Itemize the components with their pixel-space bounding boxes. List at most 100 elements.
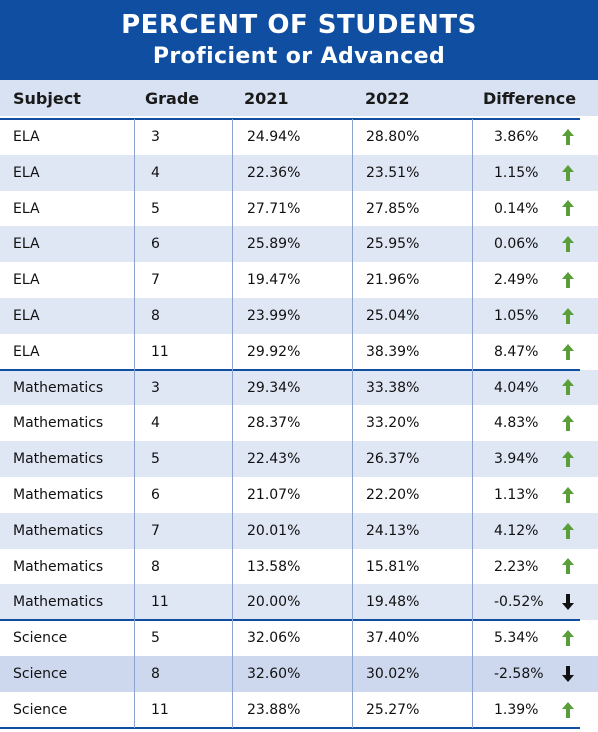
cell-subject: Mathematics (13, 379, 104, 396)
cell-subject: Mathematics (13, 487, 104, 503)
cell-2022: 25.04% (366, 308, 420, 324)
down-arrow-icon (562, 656, 576, 692)
cell-difference: 1.13% (494, 487, 539, 503)
cell-2021: 27.71% (247, 200, 301, 217)
table-row: Mathematics 8 13.58% 15.81% 2.23% (0, 549, 598, 585)
up-arrow-icon (562, 405, 576, 441)
cell-grade: 4 (151, 164, 160, 181)
cell-2022: 37.40% (366, 630, 420, 647)
cell-2021: 23.99% (247, 308, 301, 324)
cell-grade: 8 (151, 558, 160, 575)
cell-difference: 5.34% (494, 630, 539, 647)
cell-grade: 5 (151, 200, 160, 217)
cell-subject: Mathematics (13, 594, 104, 611)
cell-2021: 19.47% (247, 272, 301, 289)
table-row: ELA 6 25.89% 25.95% 0.06% (0, 226, 598, 263)
cell-subject: ELA (13, 236, 40, 253)
table-row: ELA 7 19.47% 21.96% 2.49% (0, 262, 598, 298)
up-arrow-icon (562, 441, 576, 477)
title-banner: PERCENT OF STUDENTS Proficient or Advanc… (0, 0, 598, 80)
up-arrow-icon (562, 549, 576, 585)
cell-grade: 4 (151, 415, 160, 432)
cell-difference: 1.05% (494, 308, 539, 324)
cell-grade: 7 (151, 272, 160, 289)
cell-2021: 20.00% (247, 594, 301, 611)
section-divider (0, 726, 580, 729)
cell-subject: ELA (13, 164, 40, 181)
up-arrow-icon (562, 334, 576, 370)
cell-subject: Mathematics (13, 451, 104, 468)
cell-2022: 21.96% (366, 272, 420, 289)
table-header: Subject Grade 2021 2022 Difference (0, 80, 598, 116)
column-divider (472, 119, 473, 728)
cell-2022: 22.20% (366, 487, 420, 503)
cell-2022: 33.38% (366, 379, 420, 396)
title-line-2: Proficient or Advanced (152, 44, 446, 69)
cell-2021: 25.89% (247, 236, 301, 253)
cell-subject: ELA (13, 129, 40, 145)
cell-difference: 0.06% (494, 236, 539, 253)
table-row: Mathematics 3 29.34% 33.38% 4.04% (0, 369, 598, 406)
cell-2022: 27.85% (366, 200, 420, 217)
column-header-grade: Grade (145, 89, 200, 108)
cell-grade: 11 (151, 343, 169, 360)
cell-2022: 26.37% (366, 451, 420, 468)
up-arrow-icon (562, 370, 576, 406)
cell-grade: 11 (151, 701, 169, 718)
cell-subject: ELA (13, 308, 40, 324)
column-divider (352, 119, 353, 728)
up-arrow-icon (562, 119, 576, 155)
cell-2022: 19.48% (366, 594, 420, 611)
cell-subject: Science (13, 701, 68, 718)
up-arrow-icon (562, 191, 576, 227)
cell-2021: 29.34% (247, 379, 301, 396)
up-arrow-icon (562, 620, 576, 656)
cell-2022: 23.51% (366, 164, 420, 181)
cell-grade: 8 (151, 308, 160, 324)
title-line-1: PERCENT OF STUDENTS (121, 10, 477, 40)
cell-2022: 33.20% (366, 415, 420, 432)
cell-difference: 1.15% (494, 164, 539, 181)
table-row: Mathematics 6 21.07% 22.20% 1.13% (0, 477, 598, 513)
column-header-2021: 2021 (244, 89, 289, 108)
cell-grade: 7 (151, 522, 160, 539)
cell-2022: 24.13% (366, 522, 420, 539)
cell-subject: Science (13, 630, 68, 647)
cell-subject: Science (13, 666, 68, 682)
cell-difference: 4.83% (494, 415, 539, 432)
table-row: ELA 3 24.94% 28.80% 3.86% (0, 119, 598, 155)
cell-2021: 21.07% (247, 487, 301, 503)
cell-difference: 2.23% (494, 558, 539, 575)
table-row: Science 11 23.88% 25.27% 1.39% (0, 692, 598, 728)
cell-grade: 5 (151, 630, 160, 647)
up-arrow-icon (562, 226, 576, 262)
table-row: Mathematics 7 20.01% 24.13% 4.12% (0, 512, 598, 549)
cell-2021: 28.37% (247, 415, 301, 432)
cell-subject: ELA (13, 200, 40, 217)
cell-difference: 1.39% (494, 701, 539, 718)
cell-2021: 29.92% (247, 343, 301, 360)
cell-2021: 20.01% (247, 522, 301, 539)
up-arrow-icon (562, 155, 576, 191)
up-arrow-icon (562, 692, 576, 728)
cell-2022: 25.95% (366, 236, 420, 253)
column-header-difference: Difference (483, 89, 577, 108)
column-divider (232, 119, 233, 728)
cell-difference: 4.12% (494, 522, 539, 539)
cell-2021: 23.88% (247, 701, 301, 718)
cell-subject: Mathematics (13, 415, 104, 432)
cell-2022: 15.81% (366, 558, 420, 575)
cell-2022: 28.80% (366, 129, 420, 145)
up-arrow-icon (562, 477, 576, 513)
cell-2022: 30.02% (366, 666, 420, 682)
cell-2021: 22.43% (247, 451, 301, 468)
table-row: Science 8 32.60% 30.02% -2.58% (0, 656, 598, 692)
cell-grade: 11 (151, 594, 169, 611)
cell-2021: 13.58% (247, 558, 301, 575)
section-divider (0, 118, 580, 120)
table-row: Mathematics 5 22.43% 26.37% 3.94% (0, 441, 598, 477)
cell-grade: 6 (151, 236, 160, 253)
cell-subject: ELA (13, 343, 40, 360)
up-arrow-icon (562, 262, 576, 298)
